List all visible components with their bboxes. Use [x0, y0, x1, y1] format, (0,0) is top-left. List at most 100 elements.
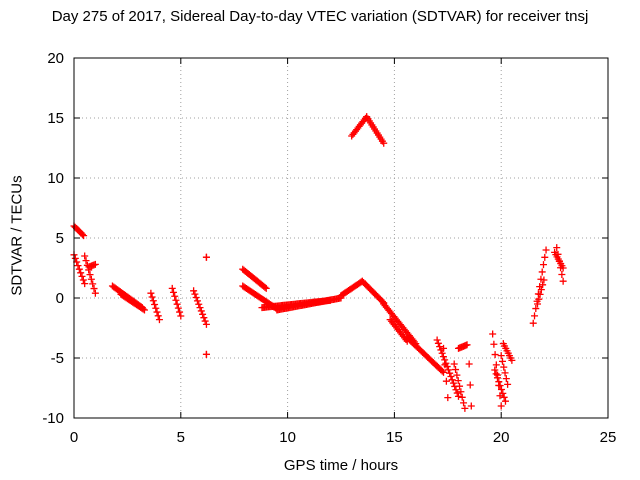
- data-point: [168, 284, 176, 292]
- data-point: [500, 393, 508, 401]
- data-point: [539, 261, 547, 269]
- tick-labels: 0 5 10 15 20 25 -10 -5 0 5 10 15 20: [42, 50, 616, 446]
- x-tick-label: 15: [386, 429, 403, 446]
- data-point: [559, 277, 567, 285]
- data-points: [70, 113, 567, 412]
- data-point: [75, 265, 83, 273]
- data-point: [458, 393, 466, 401]
- data-point: [495, 378, 503, 386]
- data-point: [202, 320, 210, 328]
- data-point: [79, 276, 87, 284]
- data-point: [82, 257, 90, 265]
- y-tick-label: 15: [47, 110, 64, 127]
- data-point: [169, 288, 177, 296]
- data-point: [467, 402, 475, 410]
- data-point: [152, 304, 160, 312]
- data-point: [153, 308, 161, 316]
- data-point: [155, 316, 163, 324]
- data-point: [457, 388, 465, 396]
- data-point: [81, 280, 89, 288]
- data-point: [436, 343, 444, 351]
- data-point: [193, 297, 201, 305]
- data-point: [492, 361, 500, 369]
- data-point: [91, 260, 99, 268]
- data-point: [538, 268, 546, 276]
- x-tick-label: 10: [279, 429, 296, 446]
- data-point: [148, 293, 156, 301]
- data-point: [174, 304, 182, 312]
- data-point: [463, 341, 471, 349]
- data-point: [452, 386, 460, 394]
- data-point: [539, 281, 547, 289]
- data-point: [531, 312, 539, 320]
- data-point: [453, 371, 461, 379]
- data-point: [446, 369, 454, 377]
- data-point: [77, 269, 85, 277]
- data-point: [90, 285, 98, 293]
- data-point: [501, 397, 509, 405]
- data-point: [71, 254, 79, 262]
- data-point: [438, 367, 446, 375]
- data-point: [532, 305, 540, 313]
- data-point: [460, 399, 468, 407]
- chart-title: Day 275 of 2017, Sidereal Day-to-day VTE…: [51, 8, 589, 25]
- data-point: [447, 372, 455, 380]
- data-point: [201, 317, 209, 325]
- data-point: [196, 304, 204, 312]
- data-point: [492, 370, 500, 378]
- grid-lines: [74, 58, 608, 418]
- data-point: [497, 402, 505, 410]
- data-point: [499, 389, 507, 397]
- data-point: [491, 366, 499, 374]
- data-point: [542, 246, 550, 254]
- data-point: [498, 357, 506, 365]
- data-point: [151, 301, 159, 309]
- data-point: [501, 369, 509, 377]
- data-point: [78, 272, 86, 280]
- data-point: [559, 264, 567, 272]
- data-point: [541, 253, 549, 261]
- data-point: [177, 312, 185, 320]
- data-point: [192, 294, 200, 302]
- data-point: [558, 270, 566, 278]
- data-point: [154, 312, 162, 320]
- data-point: [202, 253, 210, 261]
- data-point: [537, 275, 545, 283]
- data-point: [380, 139, 388, 147]
- data-point: [173, 300, 181, 308]
- data-point: [491, 351, 499, 359]
- data-point: [529, 319, 537, 327]
- data-point: [202, 350, 210, 358]
- data-point: [149, 297, 157, 305]
- y-tick-label: 20: [47, 50, 64, 67]
- data-point: [439, 353, 447, 361]
- data-point: [86, 271, 94, 279]
- data-point: [172, 296, 180, 304]
- data-point: [502, 375, 510, 383]
- y-tick-label: -10: [42, 410, 64, 427]
- data-point: [78, 230, 86, 238]
- data-point: [504, 380, 512, 388]
- data-point: [262, 284, 270, 292]
- data-point: [490, 340, 498, 348]
- y-tick-label: -5: [51, 350, 64, 367]
- data-point: [433, 336, 441, 344]
- data-point: [461, 404, 469, 412]
- data-point: [195, 300, 203, 308]
- data-point: [176, 308, 184, 316]
- data-point: [140, 306, 148, 314]
- data-point: [534, 300, 542, 308]
- x-tick-label: 5: [177, 429, 185, 446]
- data-point: [191, 290, 199, 298]
- data-point: [441, 361, 449, 369]
- data-point: [442, 359, 450, 367]
- data-point: [497, 386, 505, 393]
- y-tick-label: 0: [56, 290, 64, 307]
- data-point: [508, 356, 516, 364]
- data-point: [442, 377, 450, 385]
- data-point: [454, 377, 462, 385]
- data-point: [535, 295, 543, 303]
- data-point: [440, 368, 448, 376]
- data-point: [540, 276, 548, 284]
- data-point: [438, 349, 446, 357]
